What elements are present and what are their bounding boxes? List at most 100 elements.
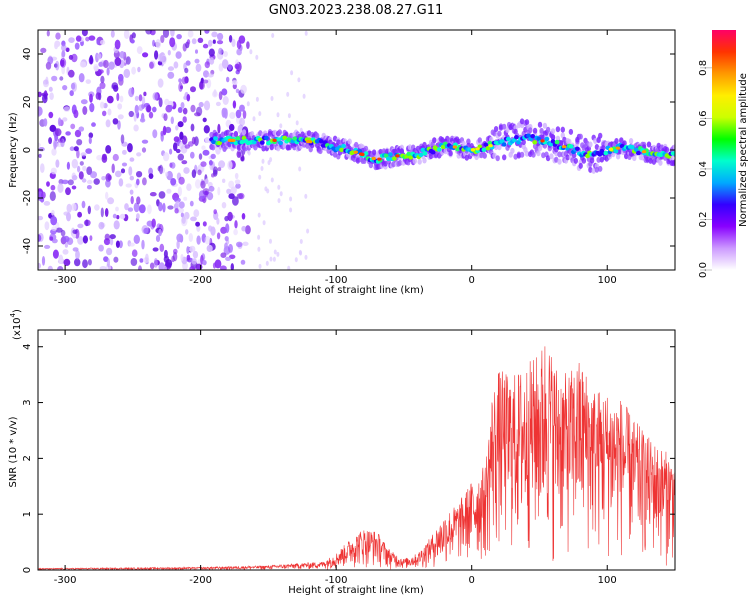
noise-speck — [88, 35, 96, 41]
noise-speck — [189, 200, 194, 207]
noise-speck — [186, 39, 191, 45]
noise-speck — [211, 173, 215, 178]
noise-speck — [47, 56, 54, 65]
noise-speck — [184, 144, 191, 149]
y-tick-label: 0 — [22, 567, 33, 573]
noise-speck — [228, 123, 235, 132]
signal-core — [634, 147, 639, 152]
signal-core — [235, 136, 241, 141]
signal-core — [422, 151, 428, 156]
signal-halo — [446, 137, 452, 144]
noise-speck — [182, 107, 188, 115]
noise-speck — [227, 64, 232, 71]
signal-core — [418, 152, 424, 158]
signal-halo — [277, 129, 282, 136]
noise-speck — [133, 124, 139, 132]
noise-speck — [198, 81, 205, 90]
noise-speck — [191, 38, 197, 45]
noise-speck — [71, 158, 79, 169]
snr-x-label: Height of straight line (km) — [288, 585, 424, 596]
noise-speck — [258, 174, 262, 180]
signal-halo — [305, 142, 310, 149]
noise-speck — [51, 238, 58, 244]
signal-core — [514, 135, 519, 140]
noise-speck — [70, 82, 76, 90]
noise-speck — [180, 102, 185, 109]
noise-speck — [230, 186, 237, 195]
y-tick-label: 4 — [22, 344, 33, 350]
signal-core — [278, 140, 283, 146]
signal-core — [499, 139, 505, 144]
signal-halo — [593, 138, 598, 144]
noise-speck — [170, 162, 176, 169]
noise-speck — [96, 39, 100, 45]
noise-speck — [66, 203, 72, 213]
noise-speck — [273, 249, 277, 255]
noise-speck — [159, 243, 165, 252]
signal-core — [501, 142, 507, 147]
noise-speck — [158, 53, 165, 63]
noise-speck — [62, 85, 68, 91]
noise-speck — [155, 235, 161, 242]
noise-speck — [174, 208, 179, 214]
noise-speck — [43, 201, 51, 206]
noise-speck — [120, 168, 126, 174]
noise-speck — [193, 209, 200, 218]
noise-speck — [80, 99, 88, 105]
noise-speck — [78, 73, 85, 83]
signal-halo — [555, 126, 561, 133]
noise-speck — [222, 96, 229, 105]
noise-speck — [57, 266, 64, 270]
signal-halo — [519, 151, 525, 158]
noise-speck — [195, 221, 201, 227]
noise-speck — [200, 180, 206, 189]
signal-halo — [588, 166, 593, 173]
noise-speck — [136, 171, 143, 178]
noise-speck — [138, 94, 143, 102]
noise-speck — [186, 246, 190, 255]
noise-speck — [57, 183, 64, 193]
signal-halo — [524, 119, 530, 126]
signal-halo — [598, 165, 603, 172]
noise-speck — [232, 196, 239, 206]
snr-y-scale: (x104) — [9, 309, 23, 340]
noise-speck — [124, 203, 129, 211]
signal-halo — [466, 138, 471, 145]
noise-speck — [177, 153, 184, 161]
signal-halo — [549, 153, 554, 160]
noise-speck — [143, 91, 147, 97]
noise-speck — [218, 91, 223, 101]
signal-core — [386, 156, 391, 161]
noise-speck — [100, 75, 105, 84]
noise-speck — [57, 138, 63, 143]
signal-core — [636, 150, 641, 156]
noise-speck — [289, 207, 293, 213]
noise-speck — [91, 122, 96, 127]
noise-speck — [80, 152, 87, 157]
noise-speck — [44, 221, 50, 231]
noise-speck — [192, 250, 199, 259]
signal-halo — [497, 144, 502, 151]
noise-speck — [67, 179, 74, 186]
signal-core — [530, 134, 536, 139]
signal-halo — [658, 159, 663, 166]
signal-peak — [272, 138, 277, 142]
signal-halo — [493, 144, 499, 151]
signal-core — [339, 147, 344, 152]
noise-speck — [123, 30, 130, 39]
noise-speck — [136, 152, 142, 157]
noise-speck — [100, 39, 106, 45]
noise-speck — [109, 237, 114, 246]
noise-speck — [136, 213, 140, 220]
signal-core — [211, 139, 216, 145]
noise-speck — [69, 146, 75, 151]
noise-speck — [222, 178, 226, 183]
noise-speck — [175, 51, 182, 59]
noise-speck — [106, 258, 110, 268]
signal-halo — [565, 154, 570, 161]
noise-speck — [167, 49, 171, 56]
signal-core — [532, 140, 538, 145]
noise-speck — [157, 78, 164, 88]
noise-speck — [152, 92, 159, 101]
noise-speck — [191, 258, 197, 265]
